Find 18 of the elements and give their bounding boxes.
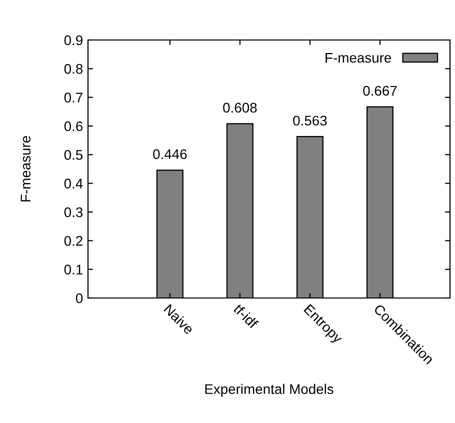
y-tick-label: 0.1: [64, 264, 82, 275]
y-tick-label: 0: [76, 293, 83, 304]
data-label: 0.667: [363, 86, 397, 96]
y-tick-label: 0.6: [64, 121, 83, 132]
y-tick-label: 0.9: [64, 35, 82, 46]
x-tick-label: tf-idf: [232, 303, 260, 330]
y-tick-label: 0.7: [64, 92, 82, 103]
y-axis-title: F-measure: [20, 136, 31, 202]
data-label: 0.446: [153, 149, 187, 160]
y-tick-label: 0.2: [64, 236, 82, 246]
data-label: 0.608: [223, 102, 257, 113]
y-tick-label: 0.4: [64, 178, 83, 189]
y-tick-label: 0.3: [64, 207, 83, 218]
y-tick-label: 0.8: [64, 64, 83, 74]
y-tick-label: 0.5: [64, 150, 83, 160]
data-label: 0.563: [293, 116, 327, 126]
x-axis-title: Experimental Models: [205, 384, 334, 397]
legend-label: F-measure: [326, 53, 392, 63]
